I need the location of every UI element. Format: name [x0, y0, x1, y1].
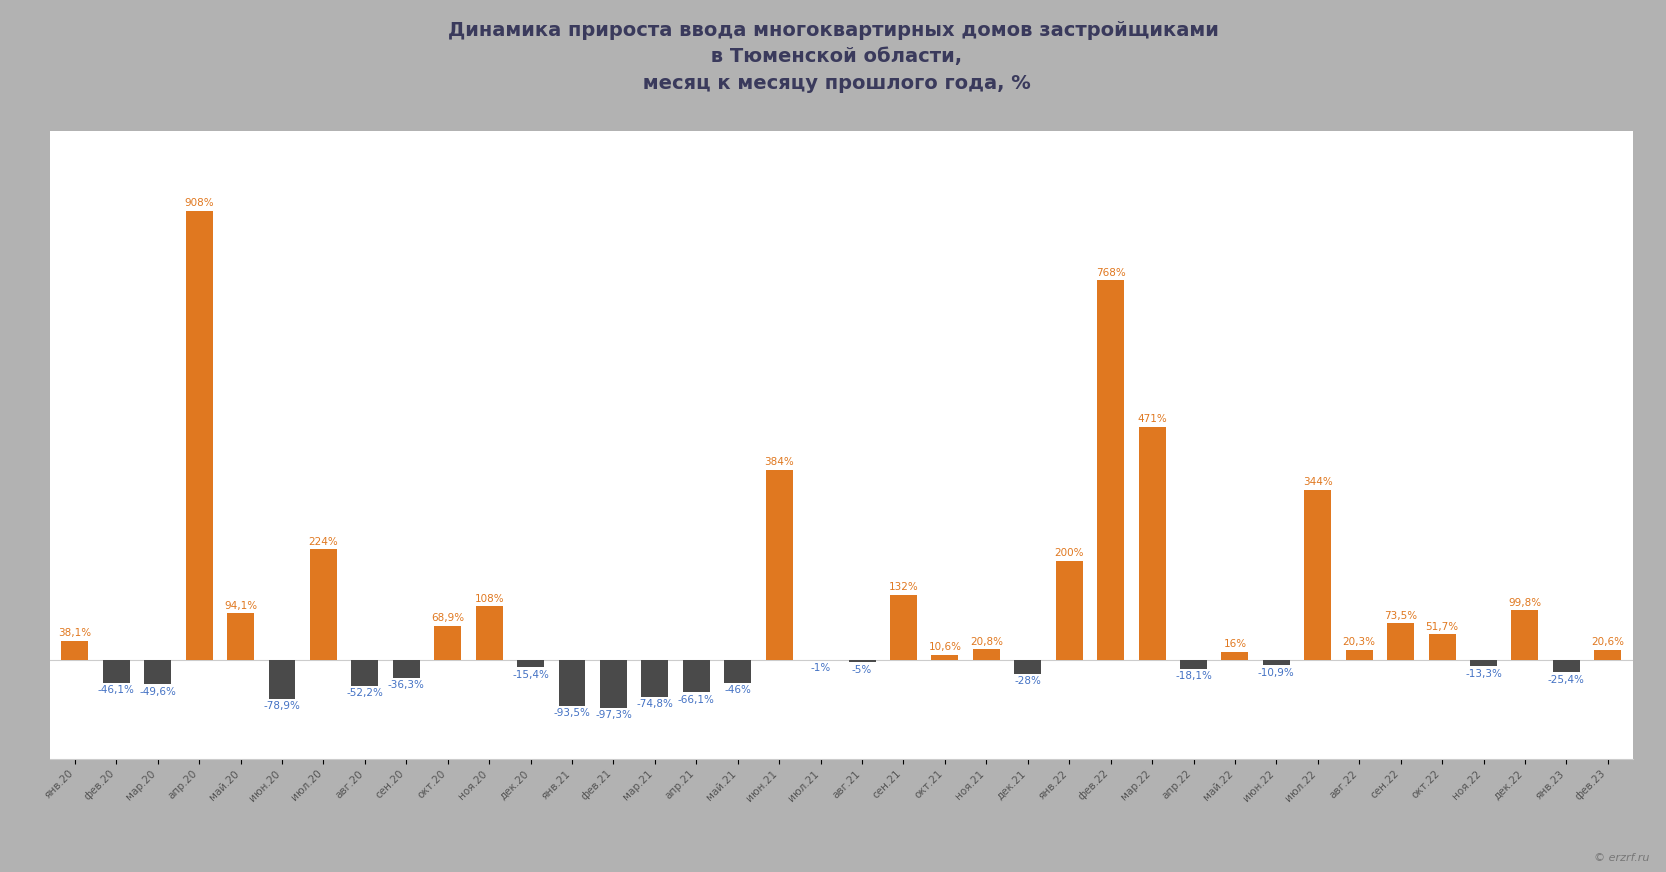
Text: -46%: -46%: [725, 685, 751, 695]
Bar: [310, 549, 337, 660]
Bar: [1469, 660, 1498, 666]
Text: -1%: -1%: [810, 663, 831, 672]
Text: 16%: 16%: [1223, 639, 1246, 650]
Text: 10,6%: 10,6%: [928, 642, 961, 652]
Text: Динамика прироста ввода многоквартирных домов застройщиками
 в Тюменской области: Динамика прироста ввода многоквартирных …: [448, 21, 1218, 92]
Bar: [725, 660, 751, 683]
Bar: [600, 660, 626, 708]
Bar: [848, 660, 876, 662]
Bar: [227, 613, 253, 660]
Bar: [1056, 561, 1083, 660]
Bar: [476, 606, 503, 660]
Text: 768%: 768%: [1096, 268, 1126, 277]
Bar: [1138, 427, 1166, 660]
Text: -52,2%: -52,2%: [347, 688, 383, 698]
Bar: [1594, 650, 1621, 660]
Text: 20,3%: 20,3%: [1343, 637, 1376, 647]
Text: -78,9%: -78,9%: [263, 701, 300, 712]
Text: 108%: 108%: [475, 594, 505, 604]
Text: 344%: 344%: [1303, 477, 1333, 487]
Text: -93,5%: -93,5%: [553, 708, 590, 719]
Text: 471%: 471%: [1138, 414, 1166, 425]
Bar: [393, 660, 420, 678]
Bar: [352, 660, 378, 685]
Text: 20,6%: 20,6%: [1591, 637, 1624, 647]
Bar: [268, 660, 295, 698]
Text: -49,6%: -49,6%: [140, 687, 177, 697]
Text: -5%: -5%: [851, 664, 873, 675]
Text: 200%: 200%: [1055, 548, 1085, 558]
Bar: [1304, 490, 1331, 660]
Text: © erzrf.ru: © erzrf.ru: [1594, 854, 1649, 863]
Bar: [1346, 650, 1373, 660]
Bar: [1015, 660, 1041, 673]
Text: -97,3%: -97,3%: [595, 711, 631, 720]
Bar: [185, 211, 213, 660]
Text: -18,1%: -18,1%: [1175, 671, 1211, 681]
Text: 224%: 224%: [308, 536, 338, 547]
Text: -15,4%: -15,4%: [511, 670, 550, 680]
Text: 132%: 132%: [888, 582, 918, 592]
Bar: [1388, 623, 1414, 660]
Bar: [103, 660, 130, 683]
Bar: [1429, 634, 1456, 660]
Bar: [1511, 610, 1538, 660]
Bar: [1263, 660, 1289, 665]
Text: 38,1%: 38,1%: [58, 629, 92, 638]
Text: 68,9%: 68,9%: [431, 613, 465, 623]
Text: 94,1%: 94,1%: [223, 601, 257, 610]
Text: -13,3%: -13,3%: [1464, 669, 1503, 678]
Bar: [558, 660, 585, 706]
Text: 99,8%: 99,8%: [1508, 598, 1541, 608]
Bar: [683, 660, 710, 692]
Bar: [145, 660, 172, 685]
Bar: [766, 470, 793, 660]
Bar: [1098, 280, 1125, 660]
Text: -74,8%: -74,8%: [636, 699, 673, 709]
Text: -36,3%: -36,3%: [388, 680, 425, 690]
Bar: [435, 626, 461, 660]
Text: -66,1%: -66,1%: [678, 695, 715, 705]
Text: -10,9%: -10,9%: [1258, 668, 1294, 678]
Bar: [890, 595, 916, 660]
Text: 51,7%: 51,7%: [1426, 622, 1459, 631]
Bar: [973, 650, 1000, 660]
Text: -46,1%: -46,1%: [98, 685, 135, 695]
Bar: [516, 660, 545, 667]
Text: -28%: -28%: [1015, 676, 1041, 686]
Text: 908%: 908%: [185, 199, 213, 208]
Text: -25,4%: -25,4%: [1548, 675, 1584, 685]
Text: 73,5%: 73,5%: [1384, 611, 1418, 621]
Bar: [641, 660, 668, 697]
Bar: [1553, 660, 1579, 672]
Text: 20,8%: 20,8%: [970, 637, 1003, 647]
Bar: [1180, 660, 1206, 669]
Bar: [62, 641, 88, 660]
Bar: [931, 655, 958, 660]
Bar: [1221, 652, 1248, 660]
Text: 384%: 384%: [765, 458, 795, 467]
